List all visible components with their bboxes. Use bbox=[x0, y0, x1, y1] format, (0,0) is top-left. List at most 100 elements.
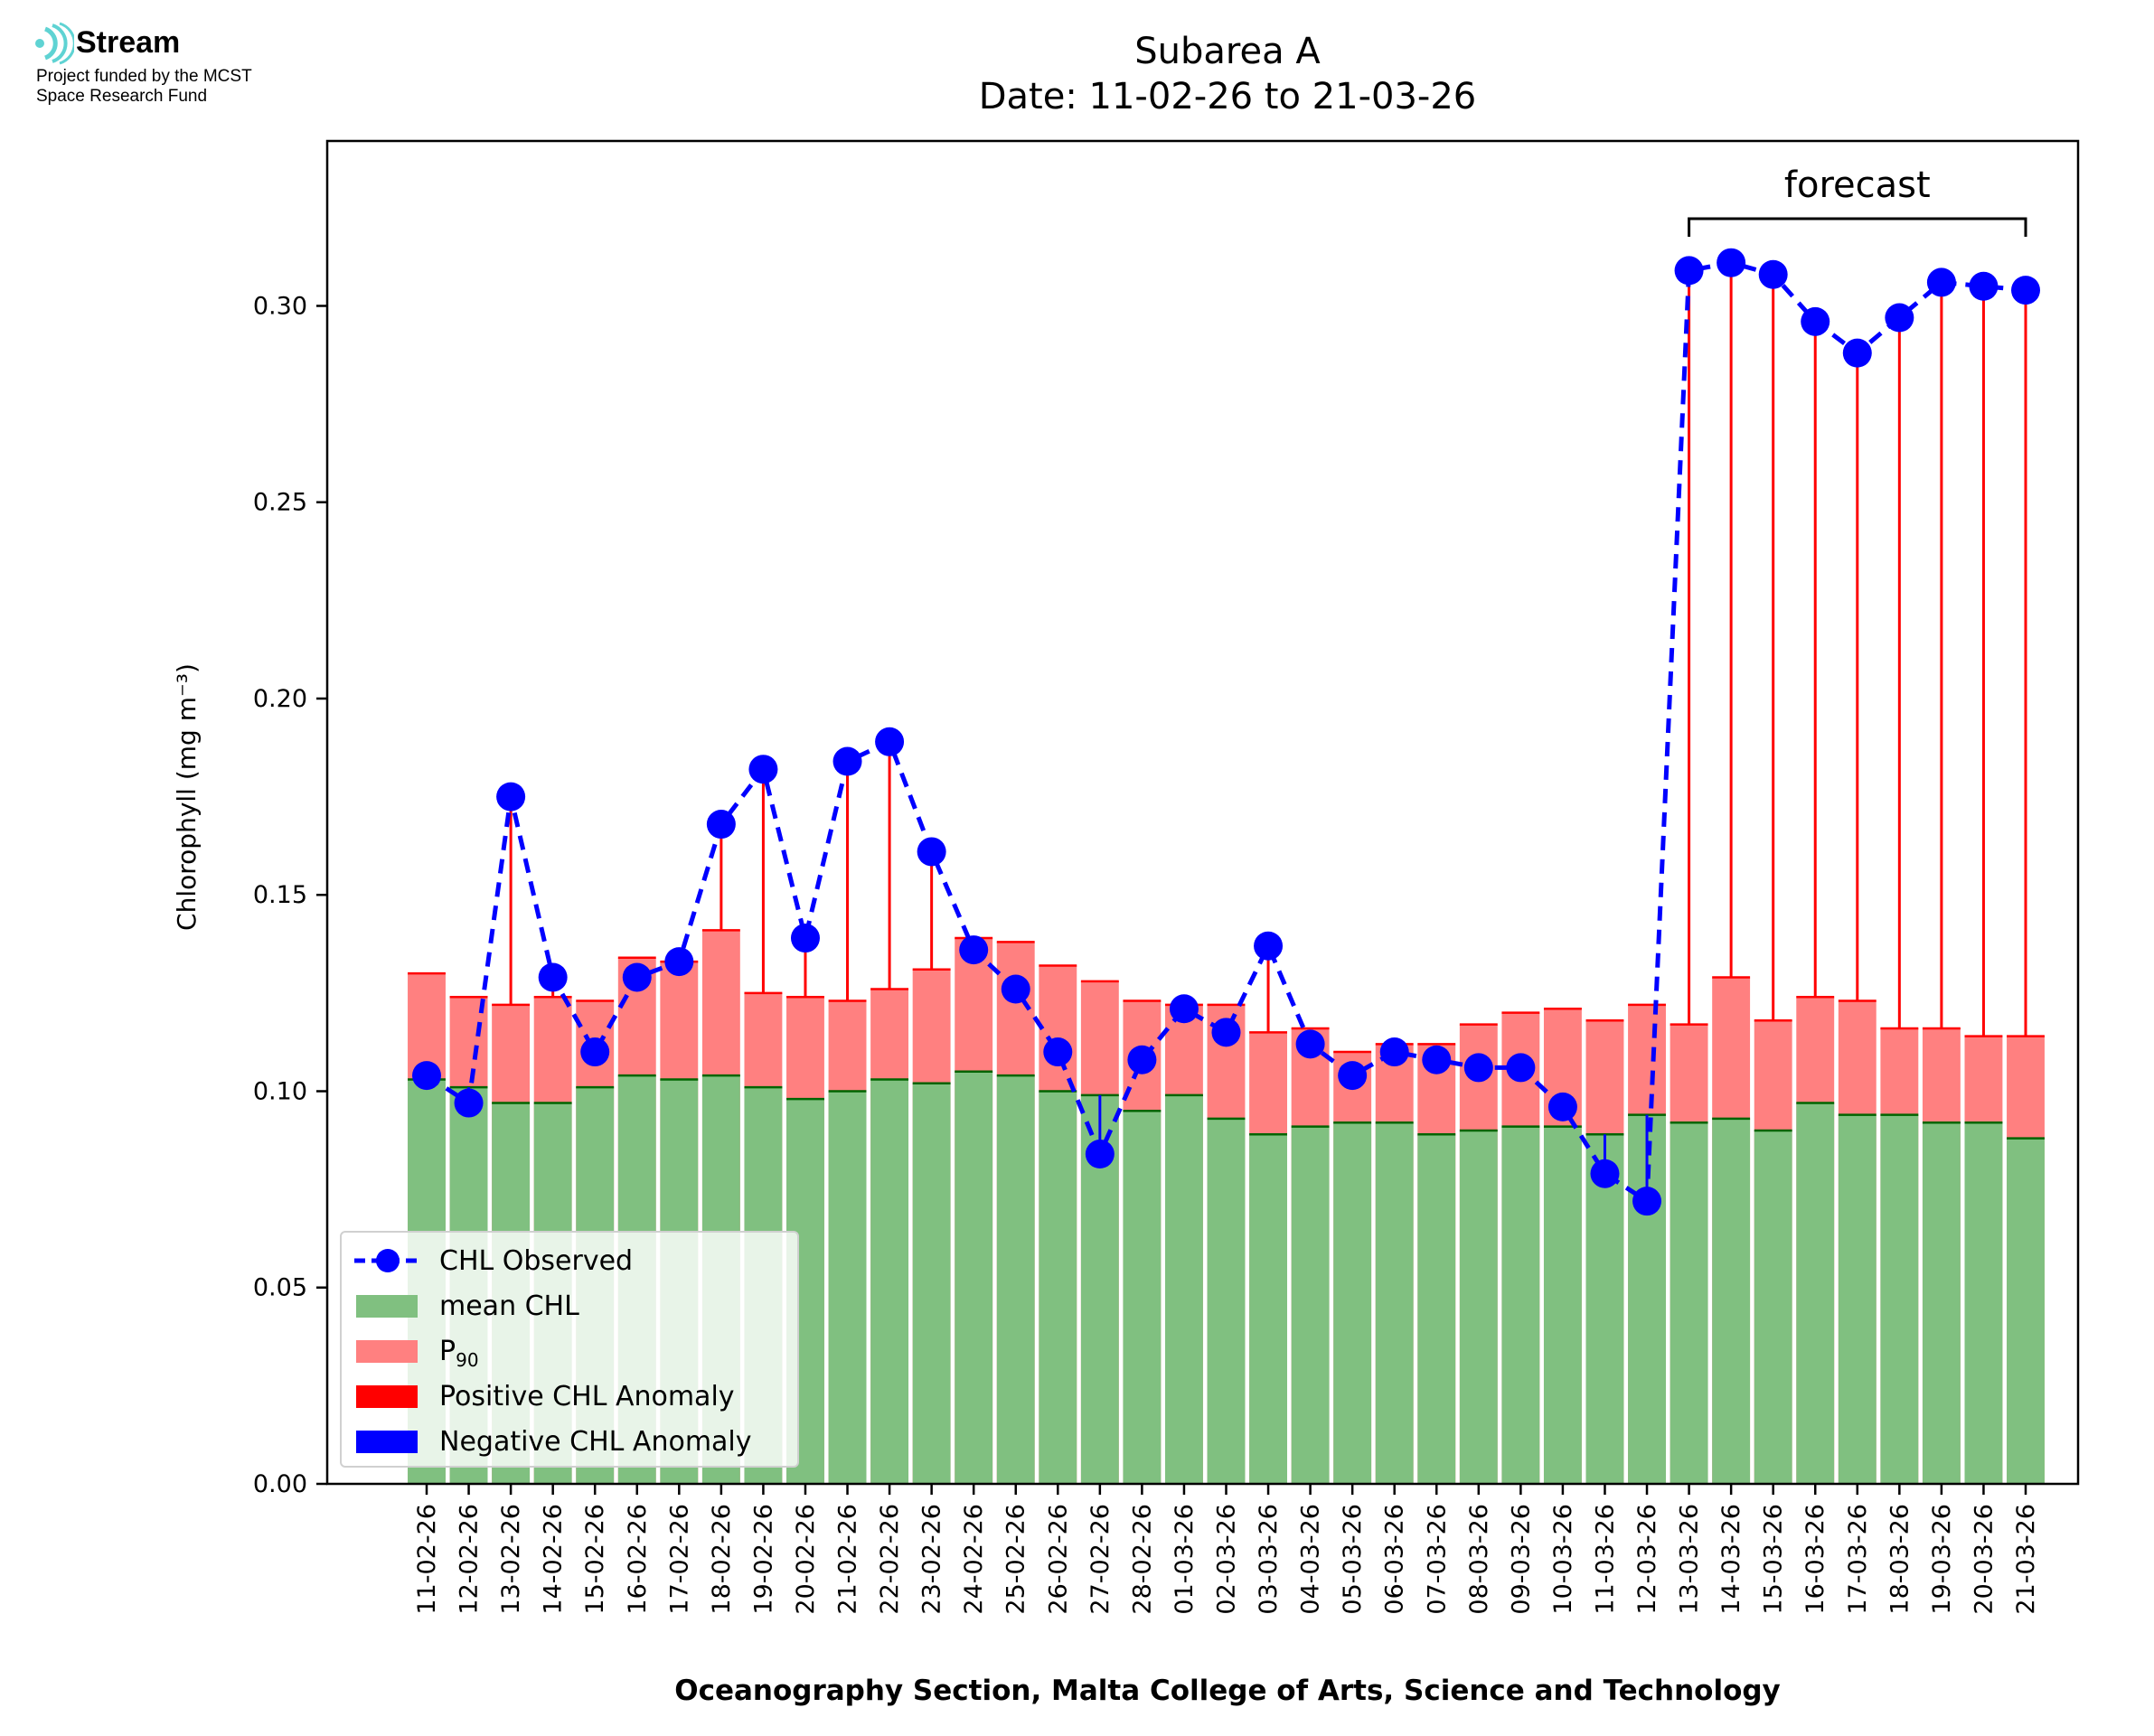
mean-bar bbox=[1543, 1126, 1582, 1484]
stream-logo-icon bbox=[35, 22, 74, 65]
observed-point bbox=[1885, 303, 1914, 333]
mean-bar bbox=[1838, 1114, 1877, 1484]
observed-point bbox=[1758, 259, 1788, 289]
observed-point bbox=[1801, 306, 1830, 336]
observed-point bbox=[454, 1088, 484, 1118]
y-tick-label: 0.05 bbox=[253, 1274, 307, 1302]
x-tick-label: 22-02-26 bbox=[876, 1504, 904, 1615]
x-tick-label: 18-02-26 bbox=[708, 1504, 736, 1615]
legend-item-observed: CHL Observed bbox=[342, 1238, 797, 1283]
plot-frame bbox=[325, 139, 2080, 1486]
observed-point bbox=[1969, 271, 1999, 301]
x-tick-label: 16-03-26 bbox=[1801, 1504, 1829, 1615]
forecast-label: forecast bbox=[1784, 164, 1931, 206]
observed-point bbox=[875, 727, 905, 756]
mean-bar bbox=[996, 1075, 1035, 1484]
x-tick-label: 24-02-26 bbox=[960, 1504, 988, 1615]
legend-label-p90: P90 bbox=[439, 1336, 479, 1371]
x-tick-label: 21-02-26 bbox=[834, 1504, 862, 1615]
mean-bar bbox=[1585, 1134, 1624, 1484]
mean-bar bbox=[828, 1091, 867, 1484]
x-tick-label: 12-03-26 bbox=[1633, 1504, 1661, 1615]
observed-point bbox=[1338, 1061, 1368, 1091]
x-tick-label: 11-02-26 bbox=[413, 1504, 441, 1615]
observed-point bbox=[1001, 974, 1030, 1004]
x-tick-label: 18-03-26 bbox=[1886, 1504, 1914, 1615]
legend-label-mean: mean CHL bbox=[439, 1290, 579, 1322]
mean-bar bbox=[1501, 1126, 1540, 1484]
mean-bar bbox=[1922, 1122, 1961, 1484]
y-tick-label: 0.25 bbox=[253, 489, 307, 517]
observed-point bbox=[538, 962, 568, 992]
x-tick-label: 02-03-26 bbox=[1213, 1504, 1241, 1615]
y-tick-label: 0.30 bbox=[253, 292, 307, 320]
chart-title: Subarea A bbox=[1134, 31, 1321, 72]
y-tick-label: 0.20 bbox=[253, 685, 307, 713]
logo-brand: Stream bbox=[76, 25, 181, 60]
x-tick-label: 20-02-26 bbox=[792, 1504, 820, 1615]
forecast-bracket bbox=[1688, 217, 2027, 237]
x-tick-label: 15-03-26 bbox=[1760, 1504, 1788, 1615]
mean-bar bbox=[1880, 1114, 1919, 1484]
x-tick-label: 17-03-26 bbox=[1844, 1504, 1872, 1615]
legend-p90-swatch bbox=[356, 1340, 418, 1363]
mean-bar bbox=[1164, 1094, 1203, 1484]
legend-negative-swatch bbox=[356, 1431, 418, 1453]
observed-point bbox=[1254, 931, 1284, 961]
legend-item-p90: P90 bbox=[342, 1328, 797, 1374]
x-tick-label: 21-03-26 bbox=[2012, 1504, 2040, 1615]
x-tick-label: 11-03-26 bbox=[1591, 1504, 1619, 1615]
legend-label-observed: CHL Observed bbox=[439, 1245, 634, 1277]
observed-point bbox=[1211, 1018, 1241, 1047]
mean-bar bbox=[1123, 1111, 1162, 1484]
mean-bar bbox=[1417, 1134, 1456, 1484]
x-tick-label: 23-02-26 bbox=[918, 1504, 946, 1615]
legend-item-positive: Positive CHL Anomaly bbox=[342, 1374, 797, 1419]
observed-point bbox=[1506, 1053, 1536, 1083]
observed-point bbox=[1295, 1029, 1325, 1059]
observed-point bbox=[917, 837, 946, 867]
mean-bar bbox=[1754, 1130, 1792, 1484]
observed-point bbox=[790, 924, 820, 953]
observed-point bbox=[1085, 1140, 1115, 1169]
x-tick-label: 14-02-26 bbox=[540, 1504, 568, 1615]
mean-bar bbox=[870, 1079, 909, 1484]
x-tick-label: 13-03-26 bbox=[1676, 1504, 1704, 1615]
legend-mean-swatch bbox=[356, 1295, 418, 1318]
observed-point bbox=[1842, 338, 1872, 368]
observed-point bbox=[1717, 248, 1746, 277]
observed-point bbox=[1547, 1092, 1577, 1121]
x-tick-label: 16-02-26 bbox=[624, 1504, 652, 1615]
mean-bar bbox=[1333, 1122, 1372, 1484]
observed-point bbox=[1422, 1045, 1452, 1074]
logo-line-1: Project funded by the MCST bbox=[36, 67, 252, 86]
legend-label-negative: Negative CHL Anomaly bbox=[439, 1426, 752, 1458]
x-tick-label: 12-02-26 bbox=[456, 1504, 484, 1615]
observed-point bbox=[1632, 1187, 1662, 1216]
mean-bar bbox=[955, 1071, 993, 1484]
x-tick-label: 19-03-26 bbox=[1928, 1504, 1956, 1615]
legend: CHL Observed mean CHL P90 Positive CHL A… bbox=[340, 1231, 799, 1468]
observed-point bbox=[2011, 276, 2040, 305]
y-tick-label: 0.15 bbox=[253, 881, 307, 909]
mean-bar bbox=[1249, 1134, 1288, 1484]
chart-subtitle: Date: 11-02-26 to 21-03-26 bbox=[979, 76, 1477, 117]
mean-bar bbox=[1796, 1103, 1835, 1484]
mean-bar bbox=[1670, 1122, 1708, 1484]
legend-item-mean: mean CHL bbox=[342, 1283, 797, 1328]
legend-label-positive: Positive CHL Anomaly bbox=[439, 1381, 735, 1412]
legend-observed-swatch bbox=[354, 1249, 421, 1272]
x-tick-label: 28-02-26 bbox=[1128, 1504, 1156, 1615]
observed-point bbox=[496, 782, 526, 812]
y-axis-label: Chlorophyll (mg m⁻³) bbox=[172, 663, 202, 931]
observed-point bbox=[1379, 1037, 1409, 1067]
x-tick-label: 15-02-26 bbox=[581, 1504, 609, 1615]
mean-bar bbox=[1712, 1118, 1751, 1484]
logo-subtitle: Project funded by the MCST Space Researc… bbox=[36, 67, 252, 107]
observed-point bbox=[1590, 1159, 1620, 1188]
observed-point bbox=[622, 962, 652, 992]
legend-positive-swatch bbox=[356, 1385, 418, 1408]
x-tick-label: 27-02-26 bbox=[1086, 1504, 1115, 1615]
x-tick-label: 10-03-26 bbox=[1549, 1504, 1577, 1615]
